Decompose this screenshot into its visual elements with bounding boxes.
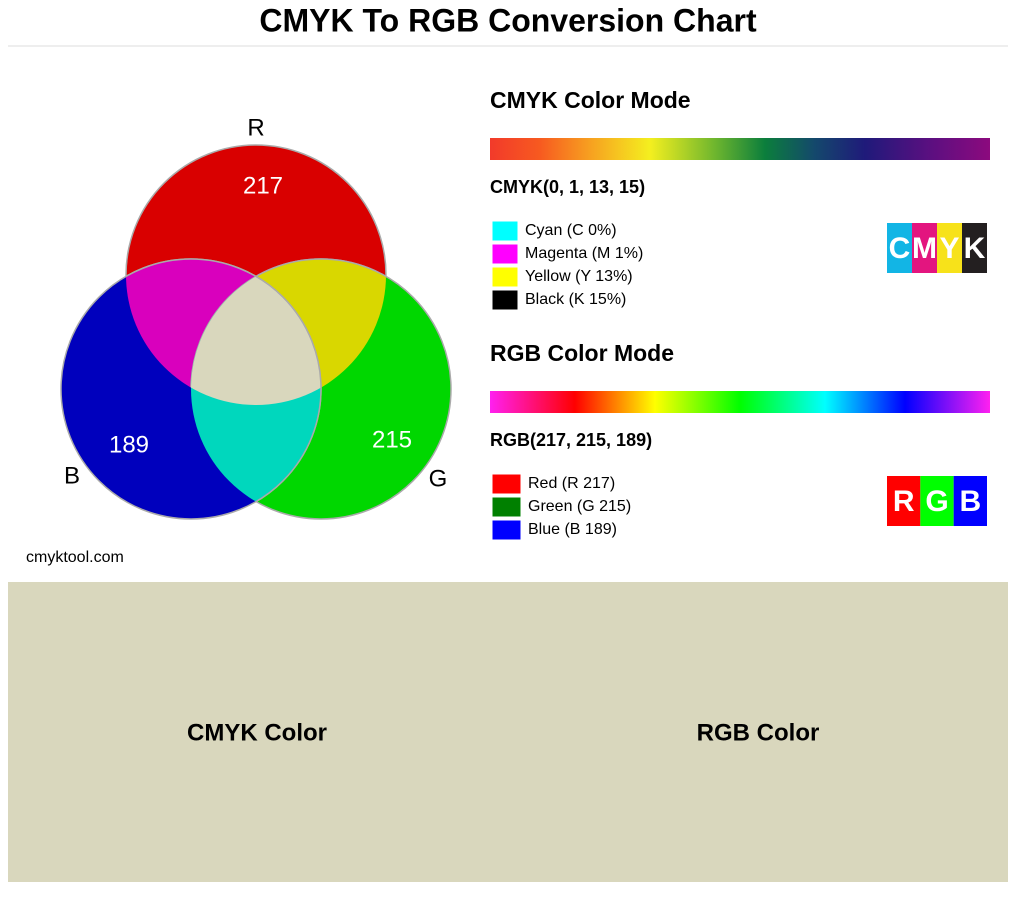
section-heading: CMYK Color Mode <box>490 87 691 113</box>
venn-diagram <box>60 144 452 520</box>
cmyk-gradient <box>490 138 990 160</box>
logo-letter: C <box>889 232 911 265</box>
logo-letter: K <box>964 232 986 265</box>
legend-label: Blue (B 189) <box>528 521 617 538</box>
logo-letter: G <box>925 485 948 518</box>
legend-label: Green (G 215) <box>528 498 631 515</box>
logo-tile <box>962 223 987 273</box>
venn-label: R <box>247 114 264 141</box>
logo-letter: R <box>893 485 915 518</box>
color-value: CMYK(0, 1, 13, 15) <box>490 177 645 197</box>
swatch-label: CMYK Color <box>187 719 327 746</box>
logo-tile <box>912 223 937 273</box>
legend-swatch <box>491 473 522 495</box>
logo-letter: B <box>959 485 981 518</box>
venn-label: G <box>429 465 448 492</box>
logo-tile <box>887 476 921 526</box>
legend-swatch <box>491 266 519 288</box>
page-title: CMYK To RGB Conversion Chart <box>259 2 757 38</box>
logo-tile <box>920 476 954 526</box>
legend-label: Cyan (C 0%) <box>525 222 617 239</box>
legend-label: Black (K 15%) <box>525 291 626 308</box>
logo-tile <box>953 476 987 526</box>
logo-letter: M <box>912 232 937 265</box>
logo-letter: Y <box>939 232 959 265</box>
source-label: cmyktool.com <box>26 549 124 566</box>
venn-label: B <box>64 462 80 489</box>
legend: Red (R 217) Green (G 215) Blue (B 189) <box>491 473 631 541</box>
legend-swatch <box>491 289 519 311</box>
logo-tile <box>937 223 962 273</box>
legend-swatch <box>491 496 522 518</box>
venn-value: 217 <box>243 172 283 199</box>
color-swatch <box>8 582 1008 882</box>
venn-value: 215 <box>372 426 412 453</box>
legend-label: Red (R 217) <box>528 475 615 492</box>
legend-swatch <box>491 519 522 541</box>
legend-swatch <box>491 220 519 242</box>
color-value: RGB(217, 215, 189) <box>490 430 652 450</box>
venn-value: 189 <box>109 431 149 458</box>
logo-tile <box>887 223 912 273</box>
legend-label: Yellow (Y 13%) <box>525 268 633 285</box>
legend-label: Magenta (M 1%) <box>525 245 643 262</box>
legend: Cyan (C 0%) Magenta (M 1%) Yellow (Y 13%) B… <box>491 220 643 311</box>
swatch-label: RGB Color <box>697 719 820 746</box>
rgb-gradient <box>490 391 990 413</box>
section-heading: RGB Color Mode <box>490 340 674 366</box>
legend-swatch <box>491 243 519 265</box>
